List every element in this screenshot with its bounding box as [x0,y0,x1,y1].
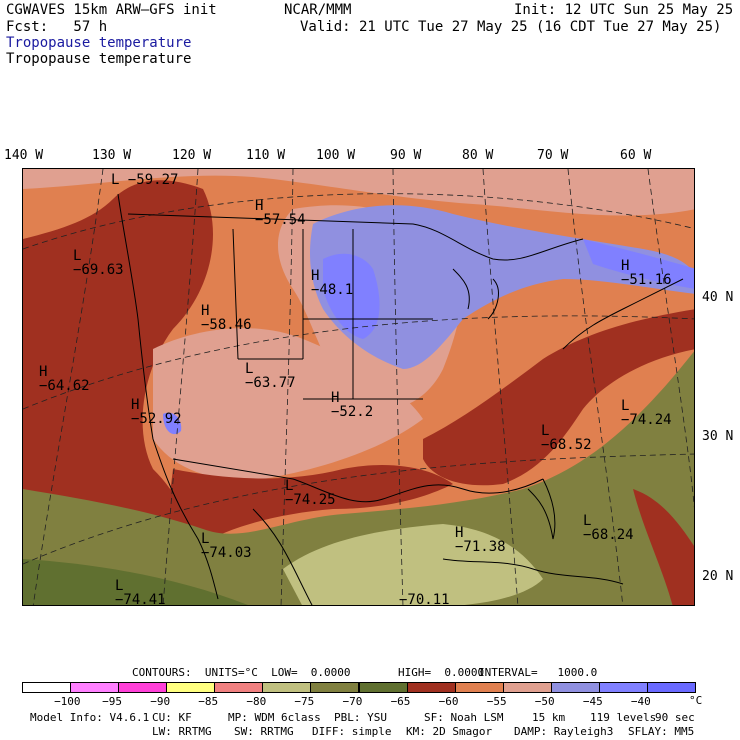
map-svg [23,169,694,605]
damping-option: DAMP: Rayleigh3 [514,725,614,738]
map-extremum-label: L −68.24 [583,513,634,543]
field-title-black: Tropopause temperature [6,51,192,67]
lon-label: 120 W [172,148,212,163]
field-region [633,489,694,605]
map-extremum-label: H −71.38 [455,525,506,555]
field-region [283,524,543,605]
colorbar-swatch [406,682,456,693]
lon-label: 110 W [246,148,286,163]
map-extremum-label: L −74.41 [115,578,166,606]
map-graticule [23,169,694,605]
lon-label: 140 W [4,148,44,163]
colorbar-swatch [358,682,408,693]
field-region [23,351,694,605]
colorbar-swatch [70,682,120,693]
map-extremum-label: −70.11 [399,592,450,606]
org-label: NCAR/MMM [284,2,352,18]
field-region [23,169,694,216]
map-extremum-label: L −59.27 [111,172,179,188]
lon-label: 60 W [620,148,652,163]
field-region [23,559,248,605]
colorbar-tick-label: −45 [582,695,603,708]
colorbar-swatch [598,682,648,693]
colorbar-tick-label: −55 [486,695,507,708]
colorbar-tick-label: −80 [246,695,267,708]
lon-label: 90 W [390,148,422,163]
lon-label: 70 W [537,148,569,163]
lat-label: 30 N [702,429,734,444]
map-extremum-label: L −74.03 [201,531,252,561]
map-extremum-label: H −51.16 [621,258,672,288]
map-extremum-label: H −64.62 [39,364,90,394]
colorbar-swatch [502,682,552,693]
map-extremum-label: H −48.1 [311,268,354,298]
longwave-scheme: LW: RRTMG [152,725,212,738]
colorbar-tick-label: −70 [342,695,363,708]
surface-scheme: SF: Noah LSM [424,711,504,724]
field-region [423,309,694,486]
colorbar-tick-label: −40 [630,695,651,708]
map-extremum-label: L −74.24 [621,398,672,428]
field-region [163,464,453,549]
tropopause-temperature-map: L −59.27 H −57.54 L −69.63 H −48.1 H −51.16 … [22,168,695,606]
colorbar-tick-label: −100 [54,695,81,708]
colorbar-swatch [118,682,168,693]
colorbar-swatch [550,682,600,693]
map-extremum-label: L −74.25 [285,478,336,508]
colorbar-swatch [166,682,216,693]
surface-layer-option: SFLAY: MM5 [628,725,695,738]
shortwave-scheme: SW: RRTMG [234,725,294,738]
colorbar-tick-label: −95 [102,695,123,708]
field-region [23,180,213,570]
colorbar-tick-label: −90 [150,695,171,708]
pbl-scheme: PBL: YSU [334,711,387,724]
forecast-hour: Fcst: 57 h [6,19,108,35]
lon-label: 80 W [462,148,494,163]
map-extremum-label: H −57.54 [255,198,306,228]
lat-label: 20 N [702,569,734,584]
init-time: Init: 12 UTC Sun 25 May 25 [514,2,734,18]
map-extremum-label: H −58.46 [201,303,252,333]
model-title: CGWAVES 15km ARW–GFS init [6,2,217,18]
colorbar-swatch [454,682,504,693]
colorbar-tick-label: −85 [198,695,219,708]
cumulus-scheme: CU: KF [152,711,192,724]
colorbar-swatch [22,682,72,693]
field-region [163,412,182,435]
km-option: KM: 2D Smagor [406,725,493,738]
vertical-levels: 119 levels [590,711,657,724]
colorbar-tick-label: −60 [438,695,459,708]
map-extremum-label: L −69.63 [73,248,124,278]
map-extremum-label: L −63.77 [245,361,296,391]
field-title-blue: Tropopause temperature [6,35,192,51]
colorbar-swatch [214,682,264,693]
colorbar-tick-label: −65 [390,695,411,708]
colorbar-unit: °C [689,694,703,707]
colorbar-swatch [262,682,312,693]
colorbar-tick-label: −75 [294,695,315,708]
grid-spacing: 15 km [532,711,566,724]
contours-interval: INTERVAL= 1000.0 [478,666,598,679]
contours-high: HIGH= 0.0000 [398,666,485,679]
lon-label: 100 W [316,148,356,163]
lon-label: 130 W [92,148,132,163]
model-info: Model Info: V4.6.1 [30,711,150,724]
field-region [323,253,380,339]
contours-units: CONTOURS: UNITS=°C LOW= 0.0000 [132,666,351,679]
time-step: 90 sec [655,711,695,724]
map-extremum-label: H −52.2 [331,390,374,420]
map-boundaries [117,193,684,605]
lat-label: 40 N [702,290,734,305]
colorbar-swatch [310,682,360,693]
map-extremum-label: H −52.92 [131,397,182,427]
diffusion-option: DIFF: simple [312,725,392,738]
colorbar-tick-label: −50 [534,695,555,708]
colorbar-swatch [646,682,696,693]
valid-time: Valid: 21 UTC Tue 27 May 25 (16 CDT Tue … [300,19,722,35]
microphysics-scheme: MP: WDM 6class [228,711,321,724]
field-region [583,239,694,289]
map-extremum-label: L −68.52 [541,423,592,453]
